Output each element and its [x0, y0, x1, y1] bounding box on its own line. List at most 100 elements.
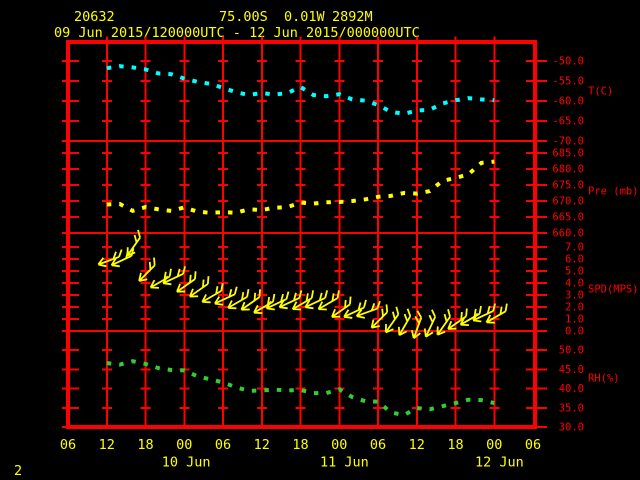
wind-barb-glyph — [188, 276, 210, 298]
wind-barb — [472, 303, 496, 323]
wind-barb-glyph — [201, 283, 224, 304]
axis-unit-label: RH(%) — [588, 373, 620, 385]
series-layer — [97, 64, 508, 418]
plot-border — [66, 40, 537, 429]
wind-barb — [423, 309, 437, 338]
axis-unit-label: SPD(MPS) — [588, 284, 639, 296]
x-tick-label: 06 — [370, 437, 386, 453]
wind-barb-glyph — [265, 291, 290, 311]
relative-humidity-trace — [106, 359, 495, 418]
wind-barb-glyph — [398, 308, 412, 336]
x-tick-label: 18 — [292, 437, 308, 453]
wind-barb-glyph — [149, 268, 172, 289]
wind-barb-glyph — [138, 257, 156, 282]
wind-barb-glyph — [485, 303, 508, 324]
station-id: 20632 — [74, 9, 115, 25]
wind-barb — [304, 290, 329, 310]
wind-barb-glyph — [291, 290, 314, 311]
wind-barb — [331, 296, 352, 318]
y-tick-label: 685.0 — [552, 148, 584, 160]
y-tick-label: 5.0 — [565, 266, 584, 278]
latitude-label: 75.00S — [219, 9, 268, 25]
longitude-label: 0.01W — [284, 9, 325, 25]
x-tick-label: 06 — [525, 437, 541, 453]
wind-barb-glyph — [97, 249, 123, 268]
wind-barb — [398, 308, 412, 336]
y-tick-label: 7.0 — [565, 242, 584, 254]
wind-barb — [317, 290, 340, 311]
y-tick-label: 40.0 — [559, 383, 584, 395]
y-tick-label: 660.0 — [552, 228, 584, 240]
wind-barb-glyph — [176, 271, 197, 293]
y-tick-label: -65.0 — [552, 116, 584, 128]
y-tick-label: -70.0 — [552, 136, 584, 148]
wind-barb-glyph — [411, 310, 423, 339]
date-label: 11 Jun — [320, 455, 369, 471]
y-tick-label: 30.0 — [559, 422, 584, 434]
grid-layer — [62, 36, 547, 429]
date-label: 10 Jun — [162, 455, 211, 471]
wind-barb — [459, 305, 482, 326]
wind-barb — [97, 249, 123, 268]
wind-barb-glyph — [384, 306, 400, 334]
wind-barb — [201, 283, 224, 304]
y-tick-label: -60.0 — [552, 96, 584, 108]
wind-barb — [162, 266, 186, 286]
y-tick-label: 665.0 — [552, 212, 584, 224]
y-tick-label: 50.0 — [559, 345, 584, 357]
wind-barb-glyph — [370, 304, 389, 329]
wind-barb — [355, 300, 381, 319]
pressure-trace — [106, 159, 495, 215]
wind-barb — [370, 304, 389, 329]
wind-barb — [176, 271, 197, 293]
wind-barb — [149, 268, 172, 289]
wind-barb-glyph — [240, 289, 262, 311]
y-tick-label: 6.0 — [565, 254, 584, 266]
y-tick-label: 3.0 — [565, 290, 584, 302]
wind-barb-glyph — [459, 305, 482, 326]
x-tick-label: 18 — [447, 437, 463, 453]
wind-barb-glyph — [331, 296, 352, 318]
y-tick-label: 680.0 — [552, 164, 584, 176]
wind-barb-glyph — [317, 290, 340, 311]
x-tick-label: 12 — [409, 437, 425, 453]
y-tick-label: 45.0 — [559, 364, 584, 376]
axis-unit-label: T(C) — [588, 86, 613, 98]
page-number: 2 — [14, 463, 23, 479]
date-label: 12 Jun — [475, 455, 524, 471]
wind-barb — [227, 289, 250, 310]
axis-labels-layer: -50.0 -55.0 -60.0 -65.0 -70.0 T(C) 685.0 680.0 6… — [60, 56, 639, 471]
wind-barb — [447, 308, 468, 330]
y-tick-label: 4.0 — [565, 278, 584, 290]
y-tick-label: 2.0 — [565, 302, 584, 314]
wind-barb-glyph — [126, 229, 141, 257]
elevation-label: 2892M — [332, 9, 373, 25]
wind-barb — [411, 310, 423, 339]
wind-barb — [188, 276, 210, 298]
wind-barb — [126, 229, 141, 257]
wind-barb — [436, 308, 451, 336]
wind-barb-glyph — [278, 290, 303, 310]
wind-barb — [138, 257, 156, 282]
y-tick-label: 1.0 — [565, 314, 584, 326]
wind-barb — [278, 290, 303, 310]
y-tick-label: 670.0 — [552, 196, 584, 208]
wind-barb-glyph — [110, 248, 135, 268]
axis-unit-label: Pre (mb) — [588, 186, 639, 198]
wind-barb — [110, 248, 135, 268]
wind-barb — [485, 303, 508, 324]
x-tick-label: 00 — [176, 437, 192, 453]
wind-barb-glyph — [343, 299, 367, 319]
wind-barb — [265, 291, 290, 311]
wind-barb-glyph — [472, 303, 496, 323]
wind-barb-glyph — [447, 308, 468, 330]
wind-barb — [240, 289, 262, 311]
wind-barb — [291, 290, 314, 311]
x-tick-label: 18 — [137, 437, 153, 453]
wind-barb-glyph — [423, 309, 437, 338]
wind-barb-glyph — [162, 266, 186, 286]
x-tick-label: 00 — [331, 437, 347, 453]
wind-barb — [343, 299, 367, 319]
